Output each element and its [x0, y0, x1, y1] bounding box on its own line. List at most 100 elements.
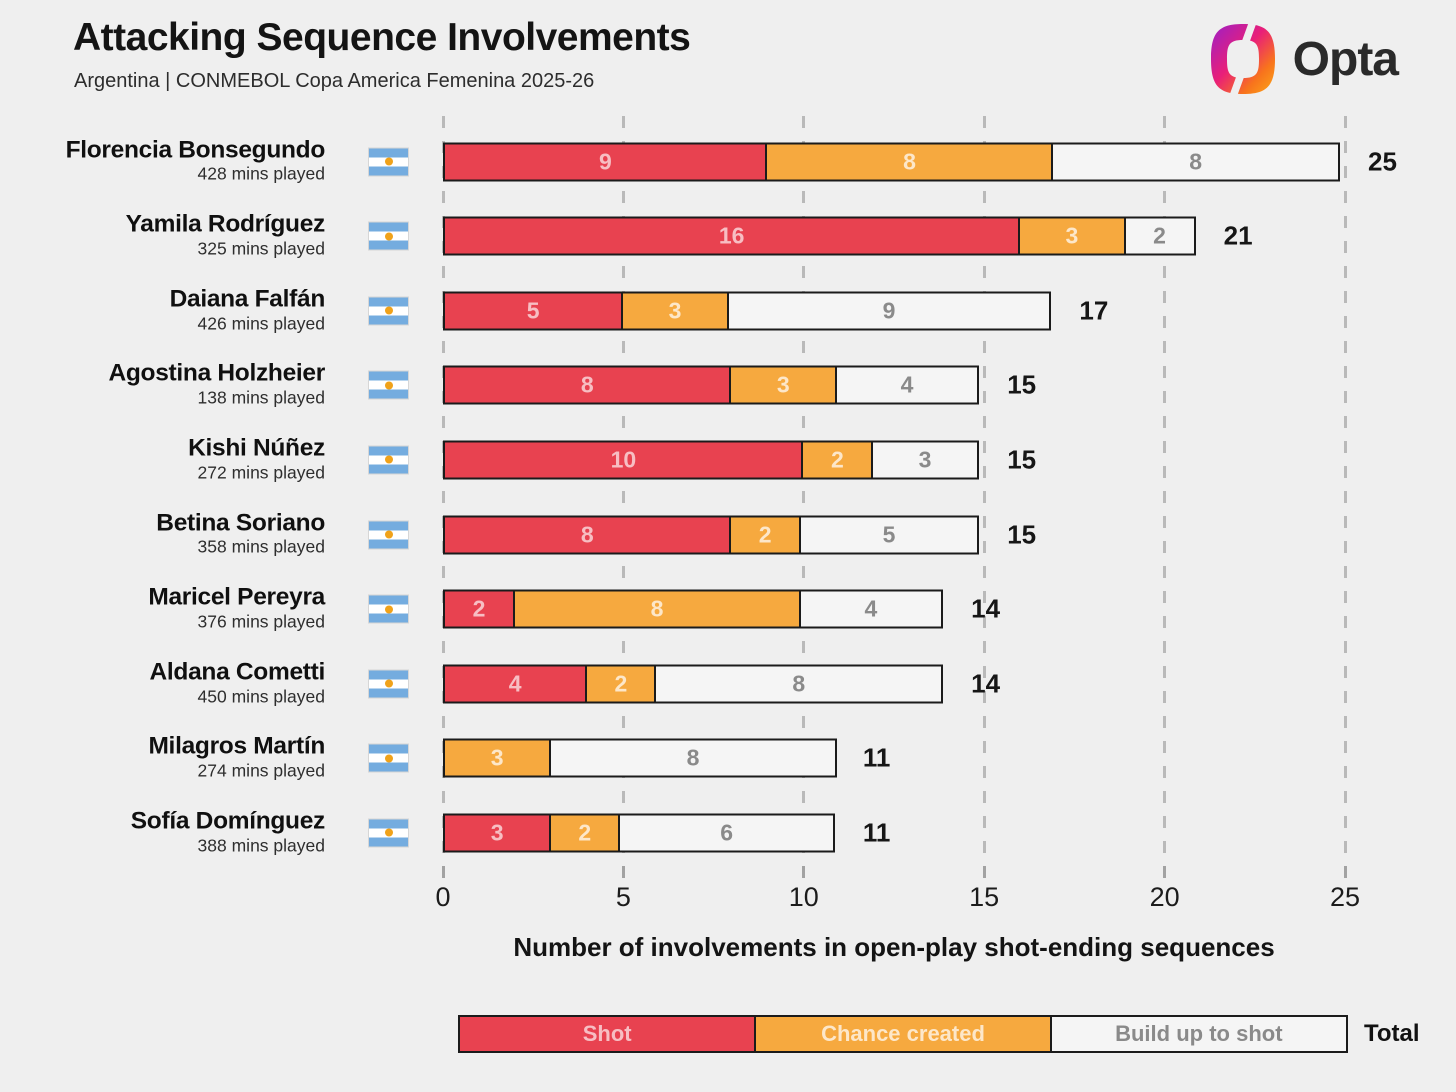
- bar-total: 21: [1223, 220, 1253, 251]
- bar-total: 14: [971, 668, 1001, 699]
- flag-stripe: [369, 670, 408, 680]
- segment-value: 3: [490, 819, 504, 846]
- segment-value: 8: [686, 744, 700, 771]
- player-name: Betina Soriano: [156, 509, 325, 537]
- bar-segment-build-up-to-shot: 8: [548, 738, 838, 778]
- flag-stripe: [369, 371, 408, 381]
- bar-total: 25: [1368, 146, 1397, 176]
- legend-label: Build up to shot: [1115, 1021, 1283, 1046]
- segment-value: 2: [614, 670, 628, 697]
- flag-stripe: [369, 464, 408, 474]
- player-mins-played: 272 mins played: [197, 462, 325, 483]
- x-tick: [621, 866, 625, 878]
- bar-segment-chance-created: 2: [801, 440, 874, 480]
- bar-segment-build-up-to-shot: 4: [798, 589, 944, 629]
- player-label: Maricel Pereyra 376 mins played: [0, 583, 325, 634]
- bar-segment-shot: 8: [443, 365, 732, 405]
- flag-stripe: [369, 744, 408, 754]
- bar-segment-shot: 8: [443, 515, 732, 554]
- gridline: [1343, 116, 1347, 882]
- bar-total: 15: [1007, 369, 1037, 400]
- bar-segment-chance-created: 3: [1017, 216, 1126, 256]
- player-name: Daiana Falfán: [169, 285, 326, 313]
- player-label: Milagros Martín 274 mins played: [0, 732, 325, 783]
- legend-item-chance-created: Chance created: [753, 1015, 1053, 1053]
- flag-stripe: [369, 231, 408, 241]
- bar-segment-chance-created: 3: [443, 738, 552, 778]
- x-tick-label: 5: [615, 882, 631, 912]
- player-name: Milagros Martín: [148, 732, 325, 760]
- player-name: Aldana Cometti: [149, 658, 326, 686]
- player-name: Yamila Rodríguez: [125, 210, 326, 238]
- player-name: Agostina Holzheier: [108, 359, 326, 387]
- segment-value: 4: [508, 670, 522, 697]
- segment-value: 8: [580, 371, 594, 398]
- flag-stripe: [369, 539, 408, 548]
- argentina-flag-icon: [369, 371, 408, 399]
- bar-segment-shot: 4: [443, 664, 588, 704]
- segment-value: 3: [490, 744, 504, 771]
- legend-item-build-up-to-shot: Build up to shot: [1049, 1015, 1348, 1053]
- flag-sun-icon: [384, 306, 393, 315]
- stacked-bar: 8 3 4: [443, 365, 980, 405]
- player-row: Yamila Rodríguez 325 mins played 16 3 2 21: [0, 199, 1456, 274]
- x-tick-label: 20: [1149, 882, 1180, 912]
- player-name: Sofía Domínguez: [130, 807, 326, 835]
- flag-stripe: [369, 306, 408, 316]
- legend-label: Shot: [582, 1021, 632, 1046]
- flag-stripe: [369, 595, 408, 605]
- bar-segment-shot: 16: [443, 216, 1021, 256]
- flag-stripe: [369, 222, 408, 232]
- stacked-bar: 8 2 5: [443, 515, 980, 554]
- x-tick: [1163, 866, 1167, 878]
- player-mins-played: 450 mins played: [197, 686, 325, 707]
- bar-total: 15: [1007, 444, 1037, 475]
- bar-segment-shot: 2: [443, 589, 516, 629]
- segment-value: 6: [720, 819, 734, 846]
- segment-value: 8: [1189, 148, 1203, 174]
- segment-value: 2: [1153, 222, 1166, 249]
- flag-sun-icon: [384, 828, 393, 837]
- page-title: Attacking Sequence Involvements: [73, 16, 691, 59]
- segment-value: 5: [882, 521, 896, 547]
- flag-stripe: [369, 166, 408, 175]
- bar-segment-build-up-to-shot: 5: [798, 515, 980, 554]
- bar-segment-build-up-to-shot: 9: [726, 291, 1052, 331]
- flag-stripe: [369, 762, 408, 772]
- player-mins-played: 138 mins played: [197, 387, 325, 408]
- flag-stripe: [369, 157, 408, 166]
- gridline: [1163, 116, 1167, 882]
- player-row: Sofía Domínguez 388 mins played 3 2 6 11: [0, 795, 1456, 870]
- stacked-bar: 4 2 8: [443, 664, 944, 704]
- chart-legend: Shot Chance created Build up to shot: [458, 1015, 1348, 1053]
- gridline: [621, 116, 625, 882]
- x-tick: [982, 866, 986, 878]
- player-name: Maricel Pereyra: [148, 583, 325, 611]
- argentina-flag-icon: [369, 744, 408, 772]
- player-mins-played: 376 mins played: [197, 611, 325, 632]
- segment-value: 16: [718, 222, 745, 249]
- stacked-bar: 10 2 3: [443, 440, 980, 480]
- flag-stripe: [369, 315, 408, 325]
- gridline: [802, 116, 806, 882]
- argentina-flag-icon: [369, 222, 408, 250]
- player-mins-played: 388 mins played: [197, 835, 325, 856]
- player-label: Kishi Núñez 272 mins played: [0, 435, 325, 484]
- segment-value: 5: [526, 297, 540, 324]
- bar-segment-chance-created: 2: [729, 515, 802, 554]
- bar-segment-build-up-to-shot: 8: [654, 664, 944, 704]
- player-label: Sofía Domínguez 388 mins played: [0, 807, 326, 857]
- segment-value: 2: [830, 446, 844, 473]
- flag-sun-icon: [384, 381, 393, 390]
- flag-sun-icon: [384, 679, 393, 688]
- flag-stripe: [369, 389, 408, 399]
- legend-total-label: Total: [1364, 1020, 1420, 1047]
- flag-stripe: [369, 828, 408, 838]
- argentina-flag-icon: [369, 819, 408, 847]
- gridline: [441, 116, 445, 882]
- player-row: Daiana Falfán 426 mins played 5 3 9 17: [0, 273, 1456, 348]
- x-axis-title: Number of involvements in open-play shot…: [513, 932, 1275, 962]
- x-tick-label: 10: [788, 882, 819, 912]
- player-row: Aldana Cometti 450 mins played 4 2 8 14: [0, 646, 1456, 721]
